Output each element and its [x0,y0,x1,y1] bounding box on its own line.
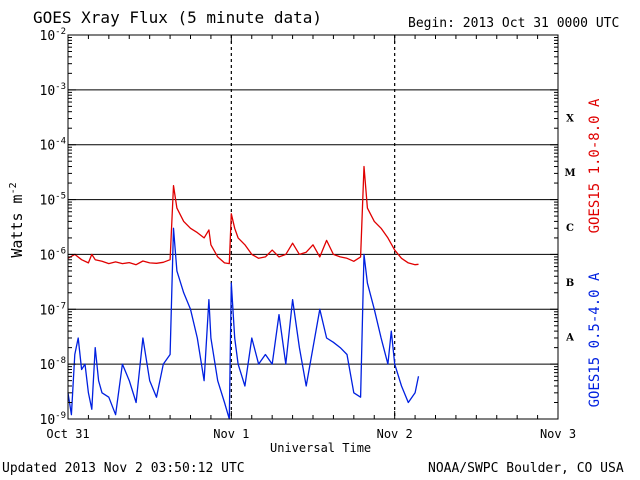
y-tick-label: 10-8 [40,356,67,373]
y-tick-label: 10-4 [40,137,67,154]
updated-time: Updated 2013 Nov 2 03:50:12 UTC [2,461,245,476]
y-tick-label: 10-7 [40,301,67,318]
flare-class-label: A [565,333,574,344]
y-tick-label: 10-2 [40,27,67,44]
flare-class-label: M [564,168,575,179]
x-tick-label: Nov 3 [540,427,576,441]
grid [68,35,558,419]
axes [67,34,559,420]
flare-class-label: X [566,113,574,124]
plot-frame [67,34,559,420]
series-long-wavelength [67,165,419,266]
y-tick-label: 10-5 [40,192,67,209]
series-layer [67,165,420,420]
x-tick-label: Nov 2 [377,427,413,441]
y-tick-label: 10-9 [40,411,67,428]
legend-short-wavelength: GOES15 0.5-4.0 A [587,272,603,407]
x-tick-label: Oct 31 [46,427,89,441]
series-short-wavelength [67,227,420,420]
axis-labels: 10-9 10-8 10-7 10-6 10-5 10-4 10-3 10-2 Oct 31 No… [8,27,603,441]
y-axis-label: Watts m-2 [8,182,26,257]
y-tick-label: 10-3 [40,82,67,99]
chart-title: GOES Xray Flux (5 minute data) [33,8,322,27]
x-axis-label: Universal Time [270,441,372,455]
flare-class-label: C [566,223,574,234]
y-tick-label: 10-6 [40,246,67,263]
begin-time: Begin: 2013 Oct 31 0000 UTC [408,16,620,31]
flare-class-label: B [566,278,574,289]
credit-text: NOAA/SWPC Boulder, CO USA [428,461,624,476]
x-tick-label: Nov 1 [213,427,249,441]
legend-long-wavelength: GOES15 1.0-8.0 A [587,98,603,233]
